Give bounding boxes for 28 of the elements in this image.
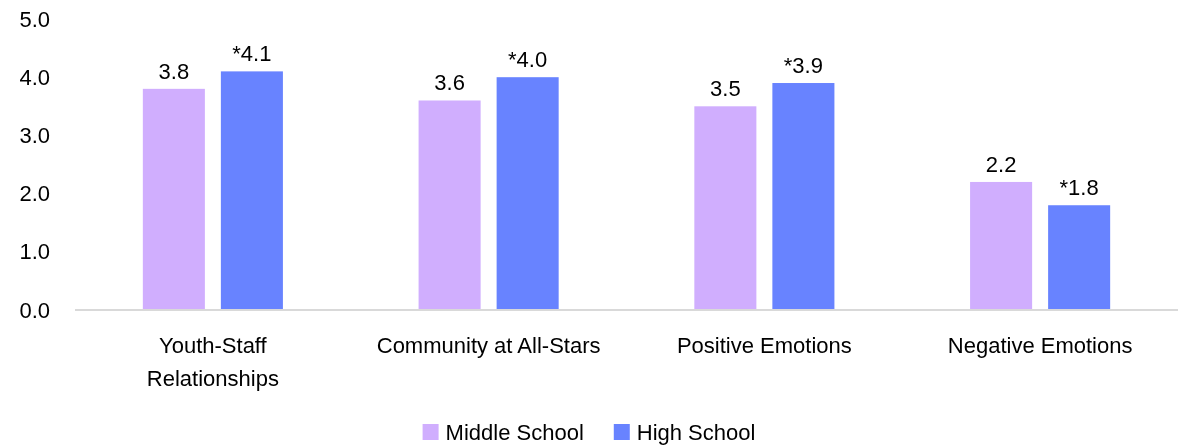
x-tick-label: Positive Emotions <box>676 333 852 358</box>
data-label: *1.8 <box>1059 175 1099 201</box>
legend-label: High School <box>636 419 756 445</box>
y-tick-label: 2.0 <box>19 181 50 207</box>
x-tick-label: Negative Emotions <box>947 333 1133 358</box>
bar <box>142 88 205 310</box>
data-label: *4.0 <box>508 47 548 73</box>
data-label: 2.2 <box>985 151 1017 177</box>
x-tick-label: Community at All-Stars <box>376 333 601 358</box>
bar <box>496 77 559 310</box>
y-tick-label: 4.0 <box>19 64 50 90</box>
bar <box>970 181 1033 310</box>
bar <box>418 100 481 310</box>
data-label: *3.9 <box>783 53 823 79</box>
x-tick-label: Youth-Staff Relationships <box>146 333 279 391</box>
data-label: *4.1 <box>232 41 272 67</box>
bar <box>220 71 283 310</box>
data-label: 3.8 <box>158 58 190 84</box>
data-label: 3.6 <box>434 70 465 96</box>
y-tick-label: 1.0 <box>19 239 50 265</box>
y-tick-label: 3.0 <box>19 122 50 148</box>
y-tick-label: 0.0 <box>19 297 50 323</box>
bar <box>772 83 835 310</box>
bar <box>1048 205 1111 310</box>
y-tick-label: 5.0 <box>19 6 50 32</box>
legend-label: Middle School <box>445 419 584 445</box>
bar <box>694 106 757 310</box>
data-label: 3.5 <box>710 76 741 102</box>
